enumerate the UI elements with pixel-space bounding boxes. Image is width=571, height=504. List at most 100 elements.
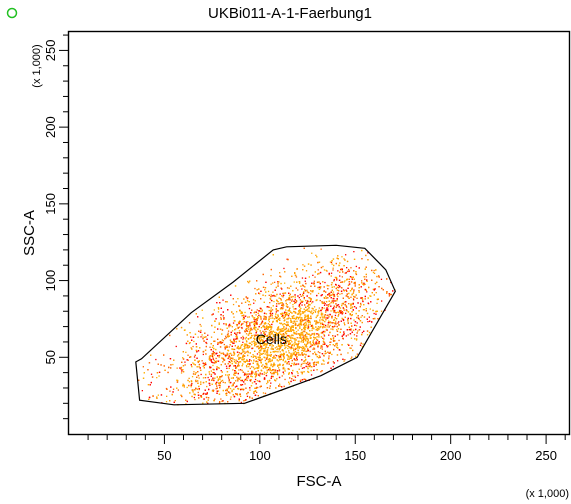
event-dot — [274, 347, 276, 349]
event-dot — [283, 267, 285, 270]
event-dot — [243, 355, 246, 357]
event-dot — [264, 333, 266, 335]
event-dot — [302, 264, 304, 266]
event-dot — [246, 359, 248, 361]
event-dot — [222, 400, 224, 402]
event-dot — [335, 306, 337, 308]
event-dot — [150, 373, 153, 375]
event-dot — [169, 334, 171, 337]
green-circle-icon[interactable] — [6, 7, 18, 19]
event-dot — [256, 318, 259, 320]
event-dot — [307, 355, 310, 357]
event-dot — [315, 323, 317, 325]
event-dot — [239, 369, 242, 371]
event-dot — [323, 301, 325, 303]
event-dot — [240, 384, 242, 386]
event-dot — [278, 348, 281, 350]
event-dot — [281, 335, 283, 337]
event-dot — [235, 371, 237, 373]
event-dot — [263, 332, 265, 334]
event-dot — [361, 258, 363, 260]
event-dot — [341, 311, 343, 313]
event-dot — [310, 293, 312, 295]
event-dot — [324, 331, 326, 333]
event-dot — [354, 338, 356, 340]
event-dot — [291, 326, 293, 328]
event-dot — [361, 297, 363, 299]
event-dot — [302, 284, 304, 286]
event-dot — [290, 330, 292, 332]
event-dot — [325, 352, 327, 354]
event-dot — [224, 363, 226, 365]
event-dot — [215, 361, 217, 363]
event-dot — [274, 331, 276, 333]
event-dot — [355, 273, 358, 276]
event-dot — [274, 354, 277, 356]
event-dot — [354, 324, 356, 326]
event-dot — [346, 294, 348, 296]
event-dot — [209, 367, 211, 369]
event-dot — [212, 371, 214, 374]
event-dot — [237, 380, 239, 382]
event-dot — [285, 342, 288, 344]
event-dot — [339, 271, 341, 273]
event-dot — [360, 286, 362, 288]
event-dot — [214, 377, 216, 379]
event-dot — [279, 347, 281, 349]
event-dot — [284, 368, 286, 370]
event-dot — [332, 337, 335, 339]
event-dot — [257, 312, 259, 314]
event-dot — [358, 291, 360, 293]
event-dot — [230, 396, 232, 398]
event-dot — [382, 289, 384, 291]
event-dot — [268, 321, 271, 323]
event-dot — [323, 354, 325, 357]
event-dot — [293, 310, 295, 313]
event-dot — [237, 345, 239, 348]
event-dot — [303, 360, 305, 362]
event-dot — [316, 327, 318, 330]
event-dot — [265, 358, 268, 360]
event-dot — [302, 345, 304, 348]
event-dot — [301, 317, 303, 319]
event-dot — [302, 354, 304, 356]
event-dot — [313, 336, 315, 338]
event-dot — [353, 319, 355, 321]
event-dot — [281, 312, 284, 314]
event-dot — [231, 345, 233, 347]
event-dot — [336, 300, 338, 302]
event-dot — [328, 358, 330, 360]
event-dot — [366, 330, 369, 332]
event-dot — [233, 338, 235, 340]
event-dot — [258, 288, 260, 290]
event-dot — [254, 321, 257, 323]
event-dot — [342, 307, 344, 309]
event-dot — [318, 309, 320, 312]
event-dot — [363, 276, 365, 278]
event-dot — [279, 330, 281, 332]
event-dot — [255, 374, 258, 376]
event-dot — [366, 280, 368, 282]
event-dot — [333, 311, 335, 313]
event-dot — [272, 330, 274, 332]
event-dot — [289, 356, 291, 358]
event-dot — [182, 351, 184, 353]
event-dot — [373, 312, 375, 315]
event-dot — [288, 292, 290, 294]
event-dot — [332, 338, 335, 340]
event-dot — [300, 307, 302, 310]
event-dot — [335, 320, 337, 322]
event-dot — [198, 385, 200, 388]
event-dot — [289, 377, 291, 379]
event-dot — [333, 311, 336, 313]
event-dot — [233, 342, 235, 344]
event-dot — [259, 349, 261, 352]
event-dot — [305, 362, 308, 365]
event-dot — [208, 358, 210, 360]
event-dot — [311, 252, 313, 254]
event-dot — [220, 380, 222, 382]
event-dot — [256, 322, 258, 324]
event-dot — [291, 356, 293, 358]
event-dot — [245, 333, 248, 335]
event-dot — [271, 309, 274, 311]
